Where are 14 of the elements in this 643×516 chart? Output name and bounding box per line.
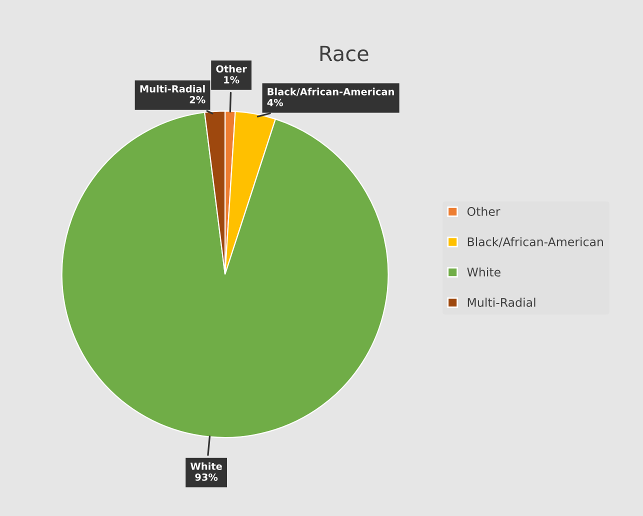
data-label: 1%	[224, 76, 240, 84]
data-label: 2%	[190, 96, 206, 104]
data-label: 4%	[267, 98, 284, 106]
legend-label: Other	[467, 206, 500, 216]
data-label: 93%	[195, 473, 218, 481]
slice-label: Multi-Radial	[140, 84, 205, 93]
legend-label: White	[467, 267, 500, 277]
pie-slice	[61, 112, 389, 438]
slice-label: Other	[216, 65, 247, 73]
legend-label: Multi-Radial	[468, 298, 536, 307]
slice-label: White	[190, 462, 222, 470]
slice-label: Black/African-American	[268, 88, 394, 96]
chart-title: Race	[320, 46, 368, 62]
legend-label: Black/African-American	[468, 237, 603, 248]
